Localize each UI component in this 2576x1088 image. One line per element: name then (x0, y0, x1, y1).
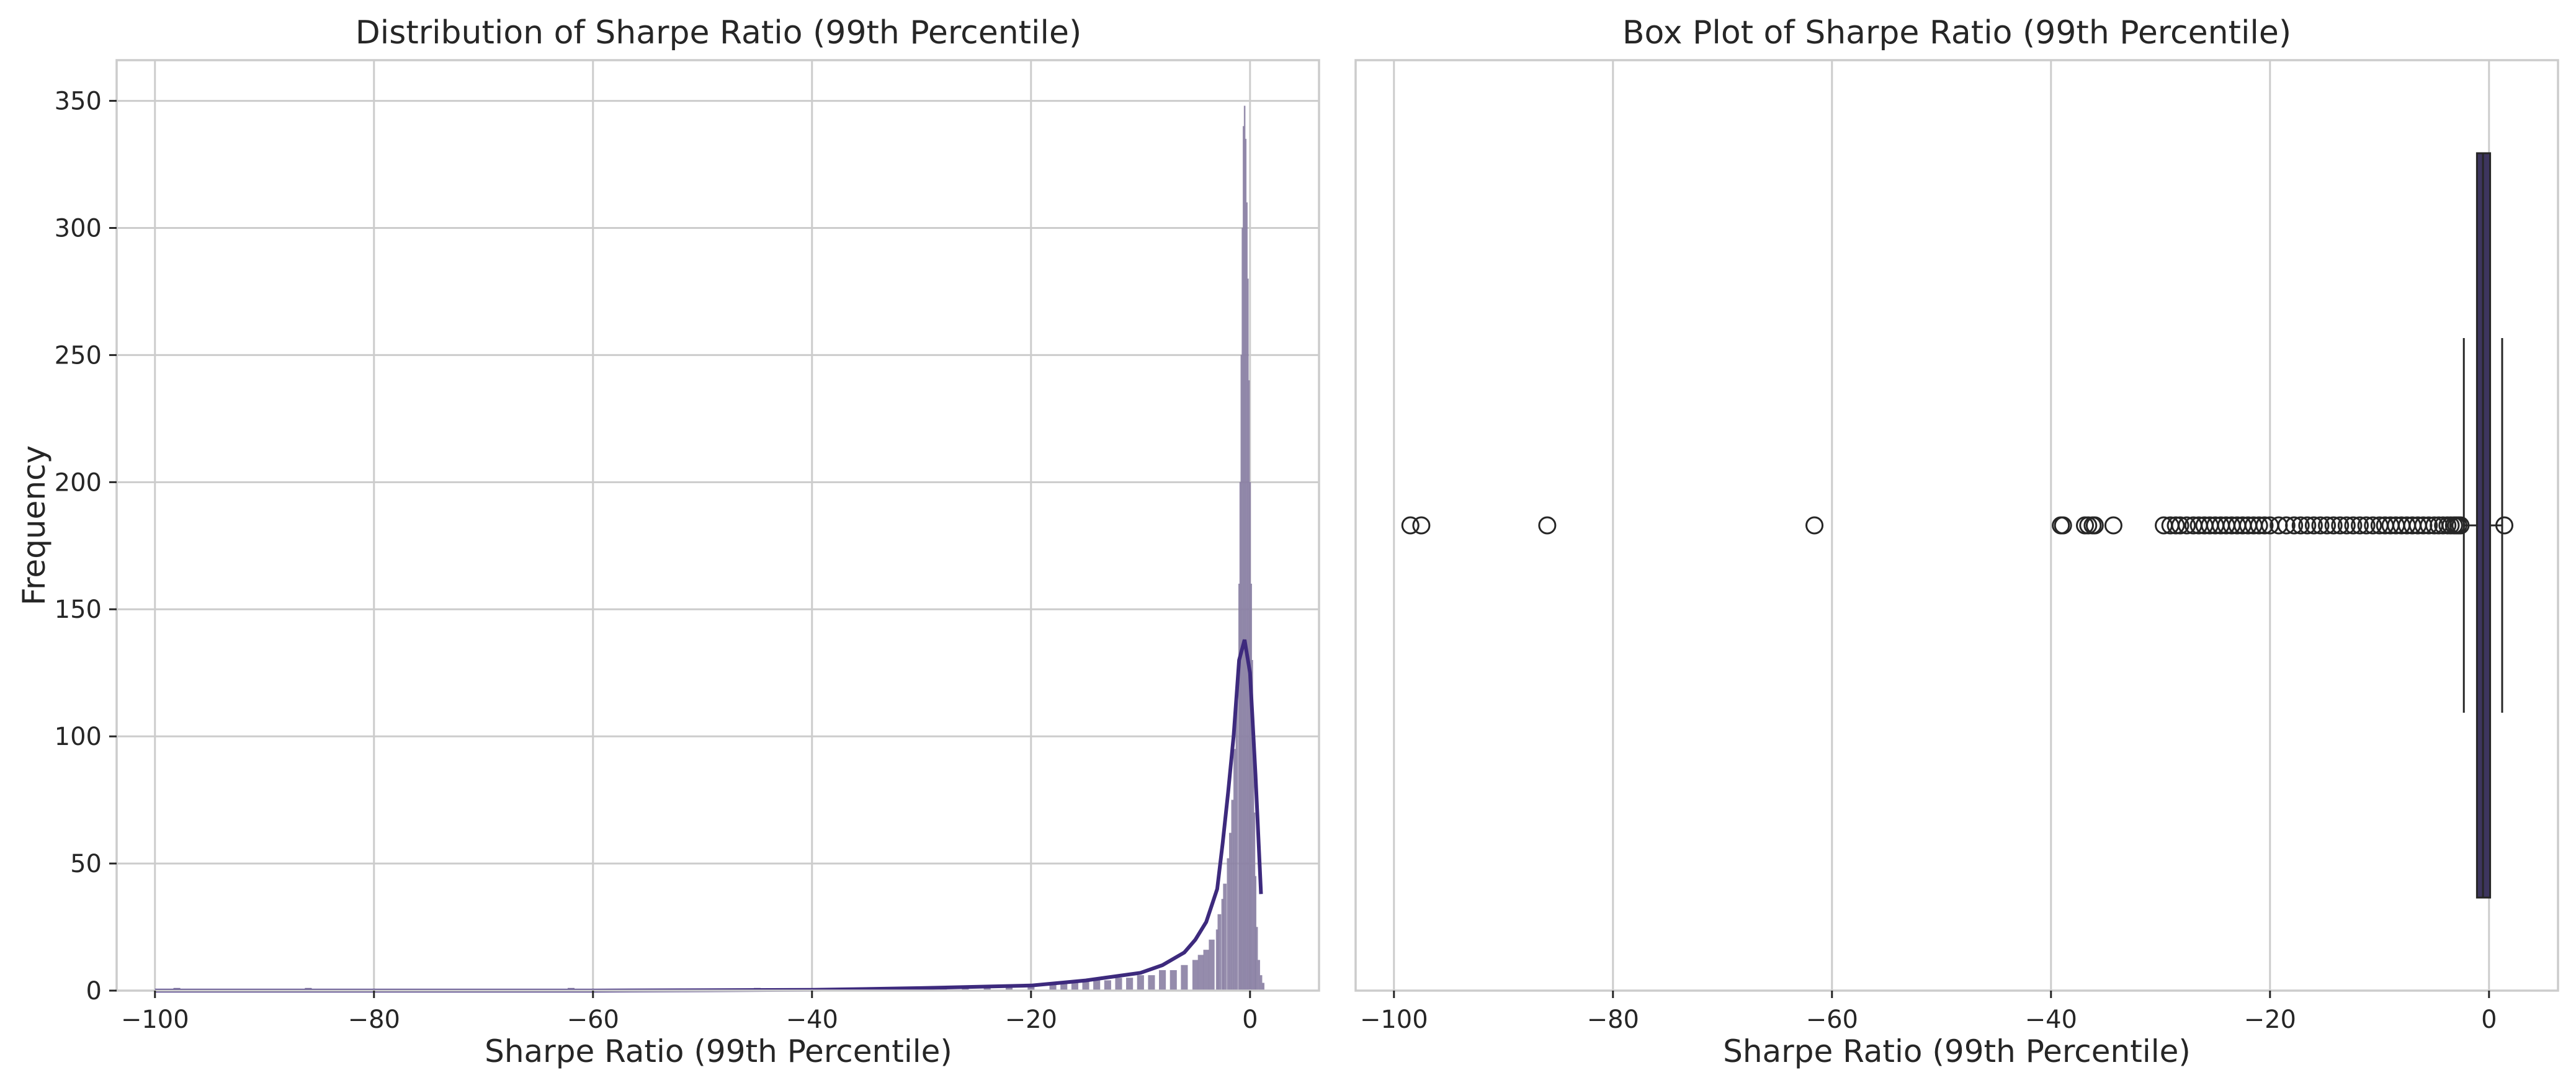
outlier-point (1538, 516, 1557, 535)
histogram-bar (1093, 980, 1101, 991)
histogram-bar (1233, 749, 1237, 991)
outlier-point (2054, 516, 2072, 535)
x-tick-label: −60 (567, 1006, 619, 1034)
histogram-bar (1209, 939, 1215, 991)
histogram-bar (1148, 975, 1155, 991)
outlier-point (2420, 516, 2438, 535)
x-tick-label: −20 (2244, 1006, 2296, 1034)
histogram-title: Distribution of Sharpe Ratio (99th Perce… (356, 14, 1081, 51)
outlier-point (2344, 516, 2363, 535)
histogram-grid (117, 60, 1319, 992)
outlier-point (2337, 516, 2356, 535)
histogram-bar (1197, 955, 1204, 991)
y-tick-label: 250 (55, 341, 102, 370)
outlier-point (2451, 516, 2470, 535)
outlier-point (2495, 516, 2514, 535)
histogram-bar (1137, 975, 1144, 991)
y-tick-label: 0 (86, 977, 102, 1006)
y-tick-label: 300 (55, 214, 102, 243)
x-tick-label: −40 (2025, 1006, 2077, 1034)
boxplot-title: Box Plot of Sharpe Ratio (99th Percentil… (1622, 14, 2291, 51)
x-tick-label: 0 (1242, 1006, 1258, 1034)
histogram-bar (1159, 970, 1166, 991)
histogram-y-ticks: 0 50 100 150 200 250 300 350 (55, 87, 117, 1006)
outlier-point (2104, 516, 2122, 535)
x-tick-label: −40 (786, 1006, 838, 1034)
kde-line (154, 639, 1263, 992)
histogram-bar (1235, 685, 1238, 991)
histogram-bar (1071, 983, 1078, 991)
histogram-bar (1261, 983, 1264, 991)
histogram-x-axis-label: Sharpe Ratio (99th Percentile) (485, 1033, 952, 1069)
outlier-point (2304, 516, 2323, 535)
histogram-bar (1259, 975, 1263, 991)
y-tick-label: 50 (70, 850, 102, 878)
histogram-bar (1126, 978, 1134, 991)
outlier-point (2311, 516, 2330, 535)
histogram-bars (173, 105, 1264, 991)
boxplot-x-ticks: −100 −80 −60 −40 −20 0 (1360, 991, 2497, 1034)
histogram-bar (1203, 950, 1209, 991)
outlier-point (2298, 516, 2317, 535)
outlier-point (2291, 516, 2310, 535)
outlier-point (2085, 516, 2104, 535)
y-tick-label: 100 (55, 723, 102, 751)
outlier-point (2351, 516, 2369, 535)
histogram-panel: Distribution of Sharpe Ratio (99th Perce… (16, 14, 1320, 1069)
outlier-point (2364, 516, 2382, 535)
boxplot-axes-frame (1354, 59, 2559, 992)
histogram-bar (1192, 960, 1199, 991)
x-tick-label: −100 (121, 1006, 189, 1034)
y-tick-label: 350 (55, 87, 102, 116)
y-tick-label: 200 (55, 468, 102, 497)
outlier-point (2357, 516, 2376, 535)
histogram-axes-frame (115, 59, 1320, 992)
x-tick-label: −80 (1587, 1006, 1639, 1034)
histogram-bar (1257, 960, 1260, 991)
outlier-point (2171, 516, 2189, 535)
x-tick-label: −80 (348, 1006, 400, 1034)
x-tick-label: 0 (2481, 1006, 2497, 1034)
histogram-bar (1181, 965, 1188, 991)
histogram-bar (1255, 927, 1258, 991)
histogram-bar (1217, 914, 1222, 991)
outlier-point (2178, 516, 2196, 535)
histogram-bar (1231, 800, 1234, 991)
boxplot-panel: Box Plot of Sharpe Ratio (99th Percentil… (1354, 14, 2559, 1069)
outlier-point (1401, 516, 1420, 535)
histogram-y-axis-label: Frequency (16, 445, 52, 605)
histogram-bar (1115, 978, 1122, 991)
outlier-point (1412, 516, 1431, 535)
histogram-bar (1223, 883, 1227, 991)
outlier-point (2277, 516, 2296, 535)
outlier-point (2331, 516, 2350, 535)
boxplot-outliers (1401, 516, 2514, 535)
outlier-point (2318, 516, 2337, 535)
outlier-point (1805, 516, 1824, 535)
histogram-bar (1169, 970, 1177, 991)
outlier-point (2250, 516, 2268, 535)
outlier-point (2167, 516, 2185, 535)
x-tick-label: −100 (1360, 1006, 1428, 1034)
outlier-point (2285, 516, 2304, 535)
outlier-point (2324, 516, 2343, 535)
x-tick-label: −60 (1806, 1006, 1858, 1034)
histogram-bar (1227, 858, 1230, 991)
histogram-bar (1229, 832, 1232, 991)
histogram-bar (1104, 980, 1111, 991)
outlier-point (2255, 516, 2274, 535)
boxplot-x-axis-label: Sharpe Ratio (99th Percentile) (1723, 1033, 2191, 1069)
y-tick-label: 150 (55, 595, 102, 624)
x-tick-label: −20 (1005, 1006, 1057, 1034)
histogram-x-ticks: −100 −80 −60 −40 −20 0 (121, 991, 1258, 1034)
outlier-point (2079, 516, 2098, 535)
